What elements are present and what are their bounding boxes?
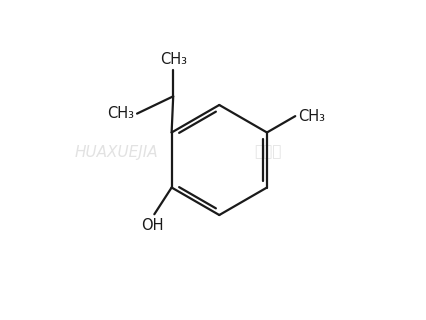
Text: CH₃: CH₃	[298, 108, 325, 124]
Text: CH₃: CH₃	[107, 106, 134, 121]
Text: HUAXUEJIA: HUAXUEJIA	[75, 145, 158, 160]
Text: OH: OH	[141, 218, 164, 233]
Text: CH₃: CH₃	[160, 52, 187, 67]
Text: 化学加: 化学加	[254, 145, 281, 160]
